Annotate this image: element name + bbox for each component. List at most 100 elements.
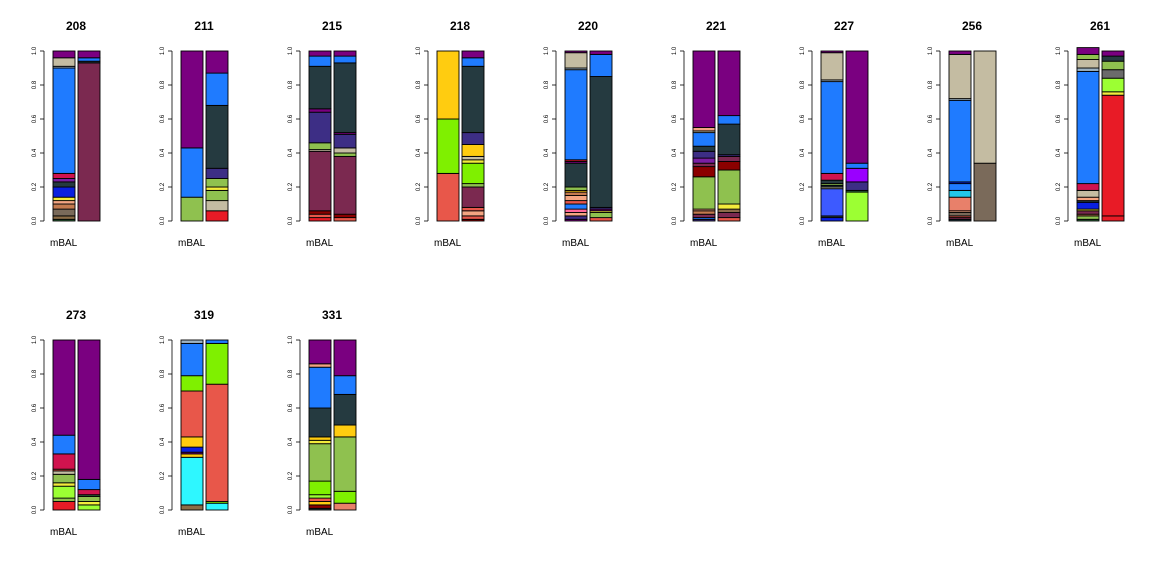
y-tick-label: 0.0 [288, 216, 294, 225]
panel-261: 261 0.0 0.2 0.4 0.6 0.8 1.0 mBAL [1056, 19, 1125, 249]
bar-segment [820, 217, 844, 222]
bar-segment [461, 186, 485, 208]
bar-segment [564, 50, 588, 54]
bar-segment [308, 504, 332, 509]
bar-segment [692, 210, 716, 215]
bar-segment [52, 482, 76, 487]
bar-1 [308, 339, 332, 511]
bar-segment [308, 494, 332, 499]
bar-segment [1101, 50, 1125, 57]
y-tick-label: 0.0 [160, 505, 166, 514]
bar-segment [589, 212, 613, 219]
bar-segment [333, 217, 357, 222]
bar-segment [52, 501, 76, 511]
bar-segment [180, 446, 204, 453]
bar-segment [564, 191, 588, 196]
bar-segment [1076, 183, 1100, 191]
bar-segment [564, 69, 588, 161]
bar-segment [1076, 53, 1100, 60]
bar-segment [52, 434, 76, 455]
bar-segment [77, 495, 101, 502]
y-tick-label: 0.2 [1056, 182, 1062, 191]
bar-segment [333, 62, 357, 134]
bar-segment [1101, 60, 1125, 71]
x-axis-label: mBAL [50, 527, 78, 538]
y-tick-label: 0.2 [288, 471, 294, 480]
panel-title: 211 [194, 19, 214, 33]
y-tick-label: 0.6 [288, 114, 294, 123]
bar-segment [692, 213, 716, 219]
bar-segment [692, 127, 716, 132]
bar-segment [308, 436, 332, 441]
bar-segment [180, 196, 204, 222]
bar-segment [333, 155, 357, 215]
bar-segment [333, 424, 357, 438]
y-tick-label: 0.4 [288, 437, 294, 446]
bar-1 [436, 50, 460, 222]
y-tick-label: 0.0 [928, 216, 934, 225]
y-tick-label: 0.4 [928, 148, 934, 157]
y-tick-label: 0.0 [544, 216, 550, 225]
bar-segment [308, 142, 332, 151]
bar-segment [333, 436, 357, 492]
bar-segment [461, 210, 485, 217]
bar-2 [589, 50, 613, 222]
bar-segment [77, 339, 101, 480]
bar-segment [205, 50, 229, 74]
bar-segment [717, 123, 741, 156]
bar-segment [180, 50, 204, 149]
bar-segment [564, 203, 588, 210]
panel-title: 256 [962, 19, 982, 33]
panel-title: 331 [322, 308, 342, 322]
bar-segment [692, 145, 716, 152]
bar-segment [1101, 91, 1125, 96]
panel-319: 319 0.0 0.2 0.4 0.6 0.8 1.0 mBAL [160, 308, 229, 538]
bar-segment [692, 132, 716, 147]
panel-256: 256 0.0 0.2 0.4 0.6 0.8 1.0 mBAL [928, 19, 997, 249]
bar-segment [52, 67, 76, 174]
bar-segment [308, 213, 332, 219]
bar-segment [333, 393, 357, 426]
y-tick-label: 0.8 [1056, 80, 1062, 89]
bar-segment [820, 179, 844, 185]
bar-segment [564, 162, 588, 188]
y-tick-label: 1.0 [1056, 46, 1062, 55]
bar-2 [77, 339, 101, 511]
y-tick-label: 1.0 [672, 46, 678, 55]
panel-218: 218 0.0 0.2 0.4 0.6 0.8 1.0 mBAL [416, 19, 485, 249]
bar-segment [1076, 67, 1100, 72]
bar-segment [1101, 55, 1125, 62]
bar-segment [333, 213, 357, 219]
x-axis-label: mBAL [1074, 238, 1102, 249]
y-tick-label: 1.0 [32, 335, 38, 344]
y-tick-label: 0.0 [1056, 216, 1062, 225]
bar-segment [564, 215, 588, 220]
bar-segment [333, 50, 357, 57]
bar-segment [564, 52, 588, 69]
bar-segment [564, 212, 588, 217]
bar-2 [717, 50, 741, 222]
bar-segment [52, 200, 76, 205]
bar-segment [52, 485, 76, 499]
bar-segment [948, 53, 972, 100]
bar-segment [717, 161, 741, 171]
bar-segment [1101, 215, 1125, 222]
y-tick-label: 0.4 [32, 148, 38, 157]
bar-segment [717, 208, 741, 213]
y-tick-label: 0.6 [544, 114, 550, 123]
bar-2 [845, 50, 869, 222]
bar-segment [948, 196, 972, 212]
bar-segment [333, 502, 357, 511]
bar-segment [461, 159, 485, 164]
bar-segment [52, 473, 76, 484]
y-tick-label: 0.0 [160, 216, 166, 225]
y-tick-label: 0.2 [288, 182, 294, 191]
y-tick-label: 1.0 [928, 46, 934, 55]
bar-segment [333, 152, 357, 157]
x-axis-label: mBAL [434, 238, 462, 249]
bar-segment [308, 480, 332, 496]
bar-2 [1101, 50, 1125, 222]
bar-segment [205, 186, 229, 191]
y-tick-label: 0.8 [160, 369, 166, 378]
bar-segment [717, 203, 741, 210]
